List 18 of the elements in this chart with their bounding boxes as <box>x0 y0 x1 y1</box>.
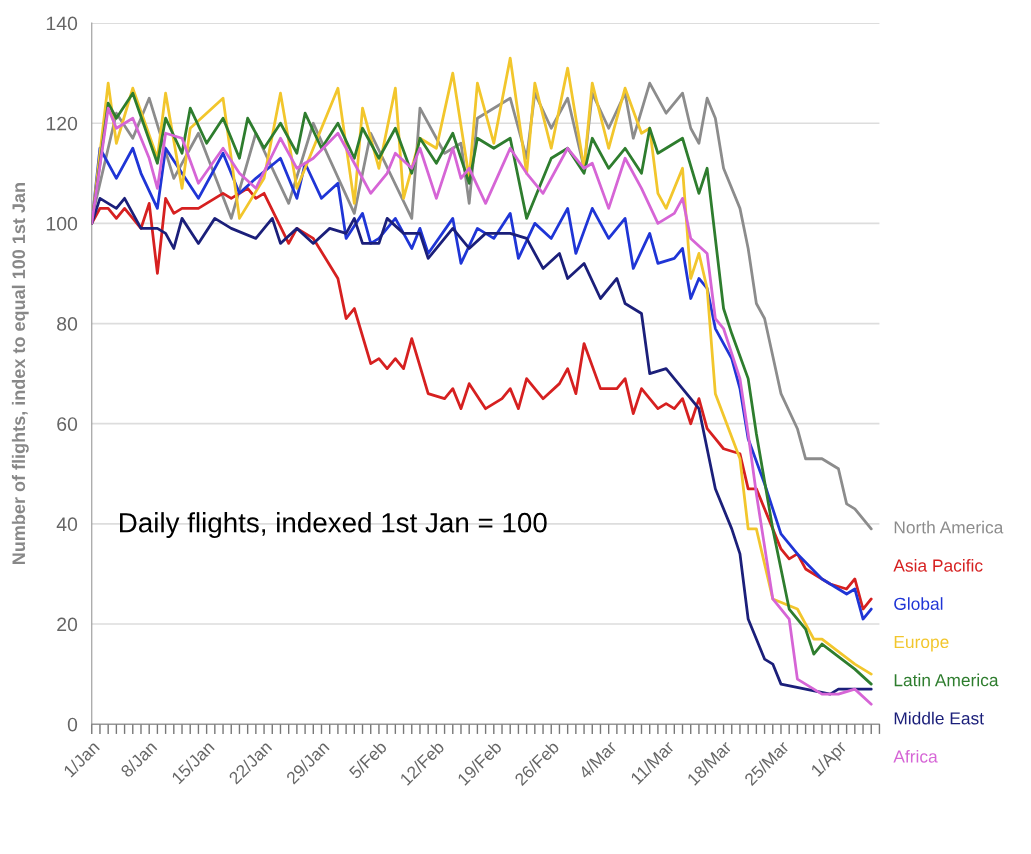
series-label: Middle East <box>894 711 984 725</box>
y-tick-label: 60 <box>57 417 78 431</box>
y-tick-label: 100 <box>46 216 78 231</box>
series-label: North America <box>894 520 1004 534</box>
line-series <box>91 196 873 696</box>
y-tick-label: 40 <box>56 517 78 532</box>
series-label: Latin America <box>894 673 999 687</box>
text: Asia Pacific <box>893 558 983 572</box>
text: Africa <box>893 749 938 763</box>
annotation: Daily flights, indexed 1st Jan = 100 <box>120 512 547 539</box>
series-label: Global <box>894 597 943 610</box>
y-tick-label: 20 <box>57 617 78 632</box>
y-tick-label: 0 <box>67 717 78 732</box>
y-tick-label: 80 <box>57 317 78 331</box>
y-tick-label: 140 <box>46 16 78 31</box>
series-label: Europe <box>894 636 949 652</box>
y-tick-label: 120 <box>46 116 78 131</box>
y-axis-title: Number of flights, index to equal 100 1st Jan <box>11 183 29 565</box>
